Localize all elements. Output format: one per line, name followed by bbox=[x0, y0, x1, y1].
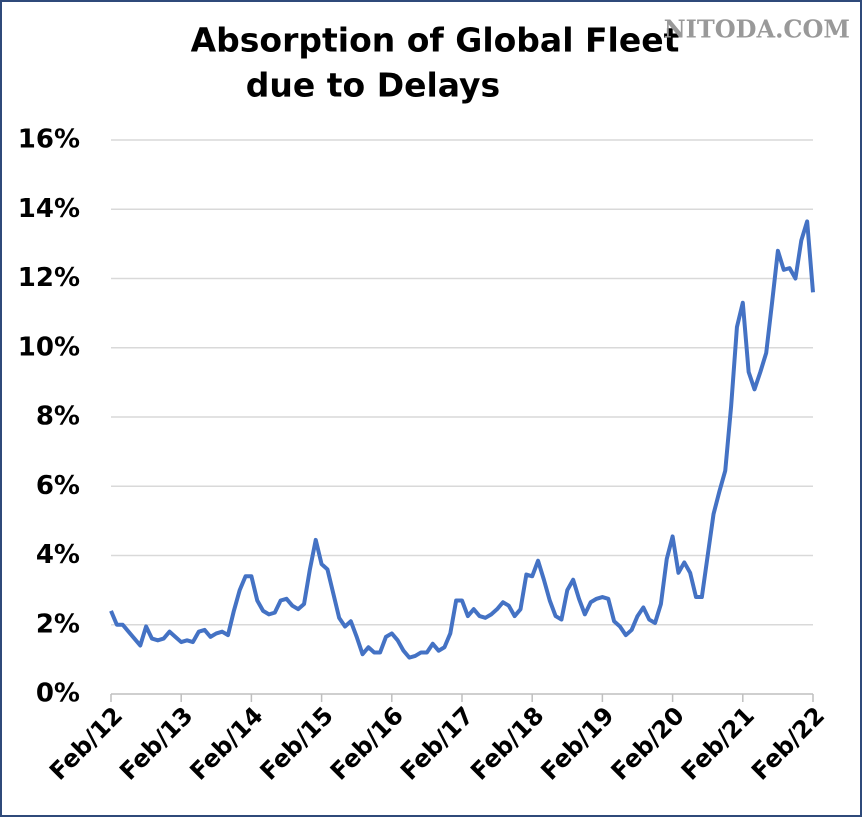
series-line bbox=[109, 219, 815, 660]
y-tick-label: 6% bbox=[36, 471, 80, 501]
y-tick-label: 4% bbox=[36, 540, 80, 570]
watermark: NITODA.COM bbox=[664, 15, 850, 44]
y-tick-label: 10% bbox=[18, 332, 80, 362]
y-tick-label: 12% bbox=[18, 263, 80, 293]
chart-title: Absorption of Global Fleet bbox=[191, 21, 680, 60]
y-tick-label: 16% bbox=[18, 125, 80, 155]
y-tick-label: 14% bbox=[18, 194, 80, 224]
chart-title: due to Delays bbox=[246, 66, 500, 105]
y-tick-label: 0% bbox=[36, 679, 80, 709]
y-tick-label: 8% bbox=[36, 402, 80, 432]
y-tick-label: 2% bbox=[36, 609, 80, 639]
